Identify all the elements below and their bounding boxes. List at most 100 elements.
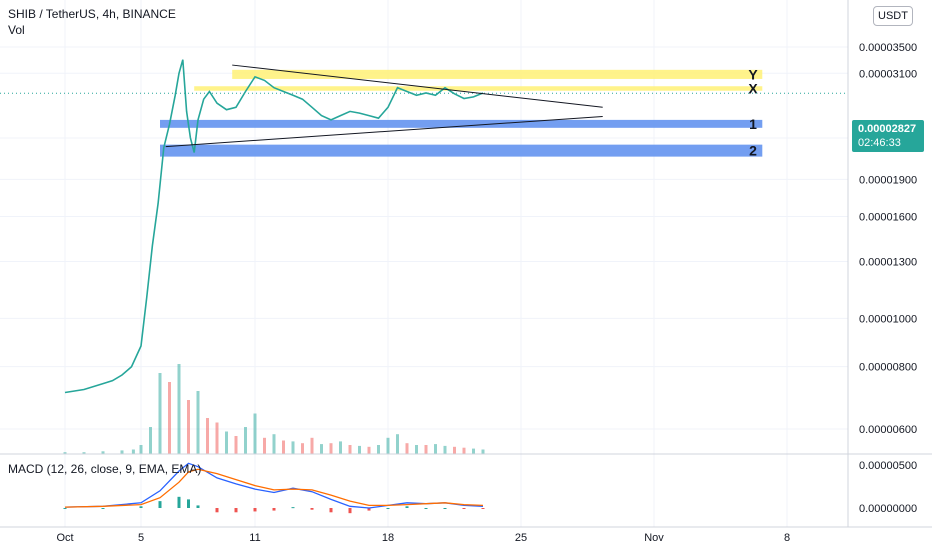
macd-histogram-bar xyxy=(291,507,295,509)
zone-x xyxy=(194,86,763,91)
macd-histogram-bar xyxy=(187,499,190,508)
volume-bar xyxy=(215,422,219,454)
volume-bar xyxy=(453,446,456,454)
volume-bar xyxy=(291,441,295,454)
volume-bar xyxy=(405,443,409,454)
volume-bar xyxy=(206,418,209,454)
volume-bar xyxy=(424,445,428,454)
macd-histogram-bar xyxy=(253,508,257,512)
price-line xyxy=(64,59,484,394)
macd-histogram-bar xyxy=(63,508,67,509)
zone-label: X xyxy=(748,80,758,96)
volume-bar xyxy=(386,437,390,454)
macd-histogram-bar xyxy=(101,508,105,509)
macd-histogram-bar xyxy=(158,501,162,508)
zone-1 xyxy=(160,119,763,128)
volume-bar xyxy=(272,434,276,454)
volume-bar xyxy=(472,448,475,454)
macd-histogram-bar xyxy=(386,508,390,509)
volume-bar xyxy=(481,449,485,454)
volume-bar xyxy=(177,364,181,454)
volume-bar xyxy=(82,452,86,454)
volume-bar xyxy=(253,413,257,454)
price-tick-label: 0.00001900 xyxy=(859,174,917,186)
bar-countdown: 02:46:33 xyxy=(858,137,901,149)
volume-bar xyxy=(396,434,399,454)
volume-bar xyxy=(234,436,238,454)
macd-histogram-bar xyxy=(348,508,352,514)
volume-bar xyxy=(168,382,171,454)
current-price-value: 0.00002827 xyxy=(858,123,917,135)
trendline xyxy=(165,115,603,148)
macd-histogram-bar xyxy=(329,508,333,513)
signal-line xyxy=(64,468,484,508)
macd-histogram-bar xyxy=(139,506,143,508)
macd-histogram-bar xyxy=(443,508,447,509)
macd-histogram-bar xyxy=(367,508,371,511)
macd-line xyxy=(64,462,484,509)
volume-bar xyxy=(225,431,228,454)
trendline xyxy=(232,64,603,108)
macd-histogram-bar xyxy=(177,496,181,508)
macd-histogram-bar xyxy=(196,505,200,508)
time-tick-label: 8 xyxy=(784,532,790,544)
macd-histogram-bar xyxy=(405,506,409,508)
volume-bar xyxy=(377,445,380,454)
time-tick-label: Oct xyxy=(56,532,73,544)
volume-bar xyxy=(101,451,105,454)
volume-bar xyxy=(329,443,333,454)
time-tick-label: 5 xyxy=(138,532,144,544)
time-tick-label: 18 xyxy=(382,532,394,544)
volume-bar xyxy=(320,444,323,454)
volume-bar xyxy=(358,445,361,454)
volume-bar xyxy=(282,440,285,454)
price-tick-label: 0.00003100 xyxy=(859,68,917,80)
macd-histogram-bar xyxy=(272,508,276,511)
volume-bar xyxy=(120,450,124,454)
volume-bar xyxy=(187,400,190,454)
volume-bar xyxy=(339,441,342,454)
price-tick-label: 0.00001000 xyxy=(859,313,917,325)
zone-label: 1 xyxy=(749,116,757,132)
macd-tick-label: 0.00000000 xyxy=(859,503,917,515)
macd-histogram-bar xyxy=(234,508,238,513)
volume-bar xyxy=(348,445,352,454)
price-tick-label: 0.00001600 xyxy=(859,212,917,224)
symbol-title[interactable]: SHIB / TetherUS, 4h, BINANCE xyxy=(8,7,176,21)
zone-label: Y xyxy=(748,66,758,82)
volume-bar xyxy=(196,391,200,454)
price-tick-label: 0.00001300 xyxy=(859,257,917,269)
macd-tick-label: 0.00000500 xyxy=(859,460,917,472)
macd-histogram-bar xyxy=(424,508,428,509)
volume-bar xyxy=(149,427,152,454)
volume-bar xyxy=(434,444,437,454)
price-tick-label: 0.00000800 xyxy=(859,362,917,374)
volume-bar xyxy=(301,443,304,454)
zone-2 xyxy=(160,144,763,157)
zone-label: 2 xyxy=(749,143,757,159)
volume-bar xyxy=(310,437,314,454)
volume-bar xyxy=(63,452,67,454)
macd-histogram-bar xyxy=(310,508,314,510)
current-price-badge: 0.00002827 02:46:33 xyxy=(852,120,924,152)
time-tick-label: 25 xyxy=(515,532,527,544)
volume-bar xyxy=(367,446,371,454)
volume-bar xyxy=(244,427,247,454)
macd-label: MACD (12, 26, close, 9, EMA, EMA) xyxy=(8,462,202,476)
zone-y xyxy=(232,69,763,79)
price-tick-label: 0.00000600 xyxy=(859,424,917,436)
volume-bar xyxy=(443,445,447,454)
macd-histogram-bar xyxy=(462,508,466,509)
volume-bar xyxy=(415,445,418,454)
volume-label: Vol xyxy=(8,23,25,37)
price-tick-label: 0.00003500 xyxy=(859,42,917,54)
volume-bar xyxy=(158,373,162,454)
volume-bar xyxy=(462,447,466,454)
volume-bar xyxy=(131,449,135,454)
currency-button[interactable]: USDT xyxy=(873,6,913,26)
time-tick-label: 11 xyxy=(249,532,260,544)
macd-histogram-bar xyxy=(215,508,219,513)
volume-bar xyxy=(263,437,266,454)
macd-histogram-bar xyxy=(481,508,485,509)
